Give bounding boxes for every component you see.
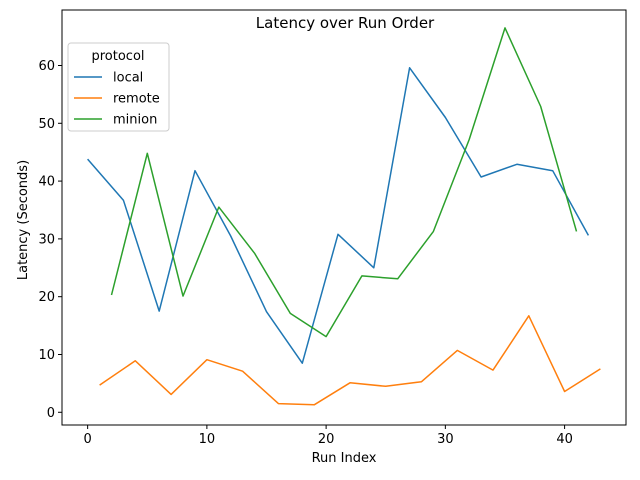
x-tick-label: 40 [556, 432, 573, 447]
series-line-remote [99, 315, 601, 406]
legend-label-remote: remote [113, 92, 160, 107]
y-tick-label: 30 [38, 232, 55, 247]
x-tick-label: 10 [199, 432, 216, 447]
legend-title: protocol [91, 49, 144, 64]
plot-area-frame [61, 9, 627, 426]
y-tick-label: 20 [38, 290, 55, 305]
chart-title: Latency over Run Order [256, 14, 435, 32]
y-tick-label: 0 [47, 406, 55, 421]
legend-label-local: local [113, 71, 143, 86]
y-tick-label: 60 [38, 59, 55, 74]
legend: protocol local remote minion [67, 42, 170, 132]
y-tick-label: 40 [38, 175, 55, 190]
y-axis-label: Latency (Seconds) [16, 160, 31, 280]
x-axis-label: Run Index [312, 451, 377, 466]
x-axis: 0 10 20 30 40 [83, 425, 573, 447]
legend-box [67, 42, 170, 132]
x-tick-label: 0 [83, 432, 91, 447]
plot-lines [87, 27, 601, 406]
series-line-minion [110, 27, 578, 338]
y-tick-label: 10 [38, 348, 55, 363]
x-tick-label: 30 [437, 432, 454, 447]
legend-label-minion: minion [113, 113, 157, 128]
x-tick-label: 20 [318, 432, 335, 447]
series-line-local [87, 67, 590, 364]
legend-entries: local remote minion [74, 71, 160, 128]
y-tick-label: 50 [38, 117, 55, 132]
y-axis: 0 10 20 30 40 50 60 [38, 59, 62, 421]
